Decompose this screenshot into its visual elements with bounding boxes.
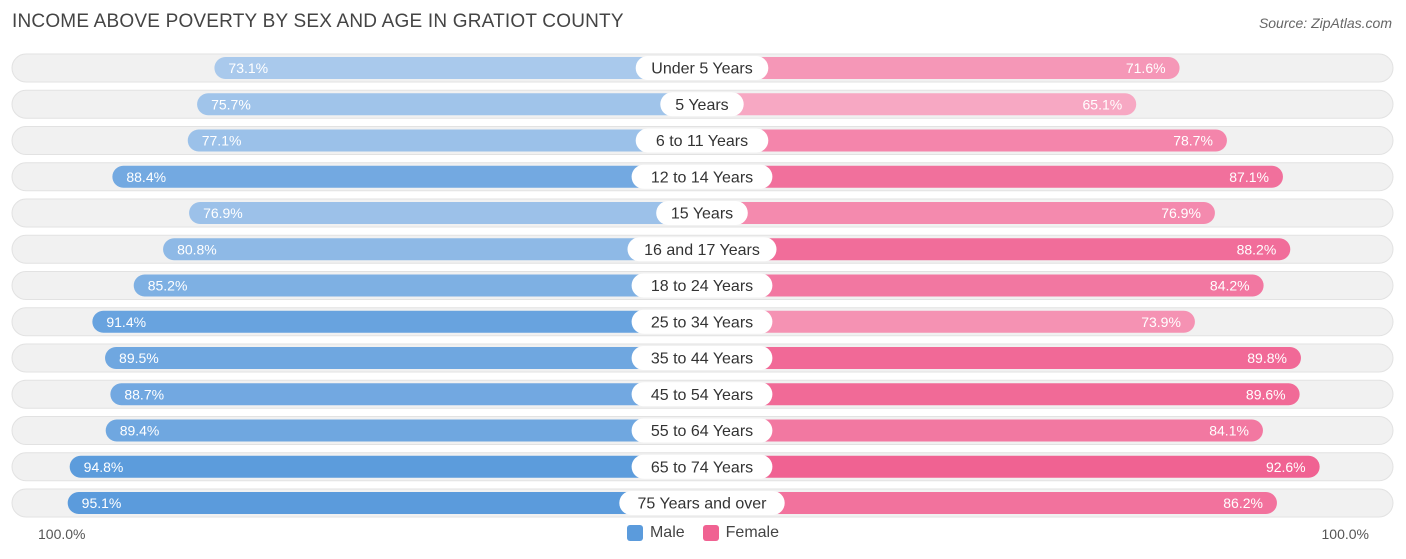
value-label-male: 89.4%: [120, 423, 160, 439]
bar-female: [702, 165, 1283, 188]
category-pill: [631, 273, 773, 298]
chart-plot: 73.1% 71.6% Under 5 Years 75.7% 65.1% 5 Years…: [11, 53, 1394, 518]
category-pill: [627, 237, 777, 262]
value-label-female: 84.2%: [1210, 278, 1250, 294]
bar-female: [702, 274, 1264, 297]
value-label-male: 75.7%: [211, 96, 251, 112]
bar-male: [133, 274, 702, 297]
category-pill: [631, 309, 773, 334]
value-label-female: 78.7%: [1173, 133, 1213, 149]
value-label-female: 73.9%: [1141, 314, 1181, 330]
bar-female: [702, 129, 1227, 152]
category-pill: [631, 418, 773, 443]
value-label-male: 91.4%: [106, 314, 146, 330]
category-label: 15 Years: [671, 206, 733, 223]
value-label-male: 76.9%: [203, 205, 243, 221]
value-label-female: 71.6%: [1126, 60, 1166, 76]
legend-swatch-male: [626, 525, 643, 541]
bar-male: [67, 492, 703, 514]
category-pill: [631, 164, 773, 189]
bar-male: [110, 383, 703, 406]
legend-item-male[interactable]: Male: [626, 524, 685, 542]
category-pill: [635, 128, 769, 153]
category-pill: [635, 56, 769, 80]
category-label: 18 to 24 Years: [651, 278, 753, 295]
value-label-male: 95.1%: [82, 495, 122, 511]
category-label: Under 5 Years: [651, 61, 752, 78]
value-label-male: 88.7%: [124, 386, 164, 402]
value-label-female: 88.2%: [1237, 241, 1277, 257]
value-label-female: 84.1%: [1209, 423, 1249, 439]
value-label-male: 73.1%: [228, 60, 268, 76]
bar-female: [702, 455, 1320, 478]
bar-male: [214, 57, 702, 79]
category-label: 65 to 74 Years: [651, 459, 753, 476]
value-label-female: 86.2%: [1223, 495, 1263, 511]
bar-male: [69, 455, 702, 478]
category-label: 6 to 11 Years: [656, 133, 748, 150]
category-label: 75 Years and over: [638, 496, 768, 513]
bar-female: [702, 93, 1137, 116]
value-label-male: 94.8%: [84, 459, 124, 475]
source-note: Source: ZipAtlas.com: [1258, 15, 1392, 31]
legend-item-female[interactable]: Female: [702, 524, 780, 542]
legend-swatch-female: [702, 525, 719, 541]
bar-male: [105, 347, 702, 369]
bar-female: [702, 238, 1291, 261]
category-pill: [619, 491, 785, 515]
category-label: 55 to 64 Years: [651, 423, 753, 440]
category-label: 25 to 34 Years: [651, 314, 753, 331]
value-label-male: 89.5%: [119, 350, 159, 366]
bar-female: [702, 347, 1301, 369]
bar-female: [702, 310, 1195, 333]
bar-male: [189, 202, 702, 224]
value-label-male: 85.2%: [148, 278, 188, 294]
category-label: 16 and 17 Years: [644, 242, 760, 259]
bar-female: [702, 57, 1180, 79]
category-pill: [631, 454, 773, 479]
chart-title: INCOME ABOVE POVERTY BY SEX AND AGE IN G…: [12, 11, 624, 32]
value-label-male: 88.4%: [126, 169, 166, 185]
category-label: 5 Years: [675, 97, 728, 114]
bar-male: [163, 238, 703, 261]
bar-male: [187, 129, 703, 152]
category-pill: [660, 92, 744, 117]
value-label-female: 89.6%: [1246, 386, 1286, 402]
value-label-female: 89.8%: [1247, 350, 1287, 366]
bar-male: [112, 165, 702, 188]
value-label-male: 80.8%: [177, 241, 217, 257]
value-label-female: 87.1%: [1229, 169, 1269, 185]
value-label-female: 92.6%: [1266, 459, 1306, 475]
category-label: 35 to 44 Years: [651, 351, 753, 368]
bar-female: [702, 383, 1300, 406]
category-pill: [631, 382, 773, 407]
bar-female: [702, 492, 1277, 514]
axis-right-label: 100.0%: [1321, 526, 1369, 542]
value-label-female: 65.1%: [1083, 96, 1123, 112]
bar-female: [702, 202, 1215, 224]
bar-male: [197, 93, 702, 116]
category-label: 45 to 54 Years: [651, 387, 753, 404]
legend-label-female: Female: [725, 524, 780, 541]
legend: Male Female: [0, 524, 1406, 542]
value-label-male: 77.1%: [202, 133, 242, 149]
bar-male: [105, 419, 702, 442]
category-pill: [631, 346, 773, 370]
axis-left-label: 100.0%: [38, 526, 86, 542]
legend-label-male: Male: [649, 524, 685, 541]
category-label: 12 to 14 Years: [651, 169, 753, 186]
category-pill: [656, 201, 748, 225]
value-label-female: 76.9%: [1161, 205, 1201, 221]
bar-female: [702, 419, 1263, 442]
bar-male: [92, 310, 702, 333]
